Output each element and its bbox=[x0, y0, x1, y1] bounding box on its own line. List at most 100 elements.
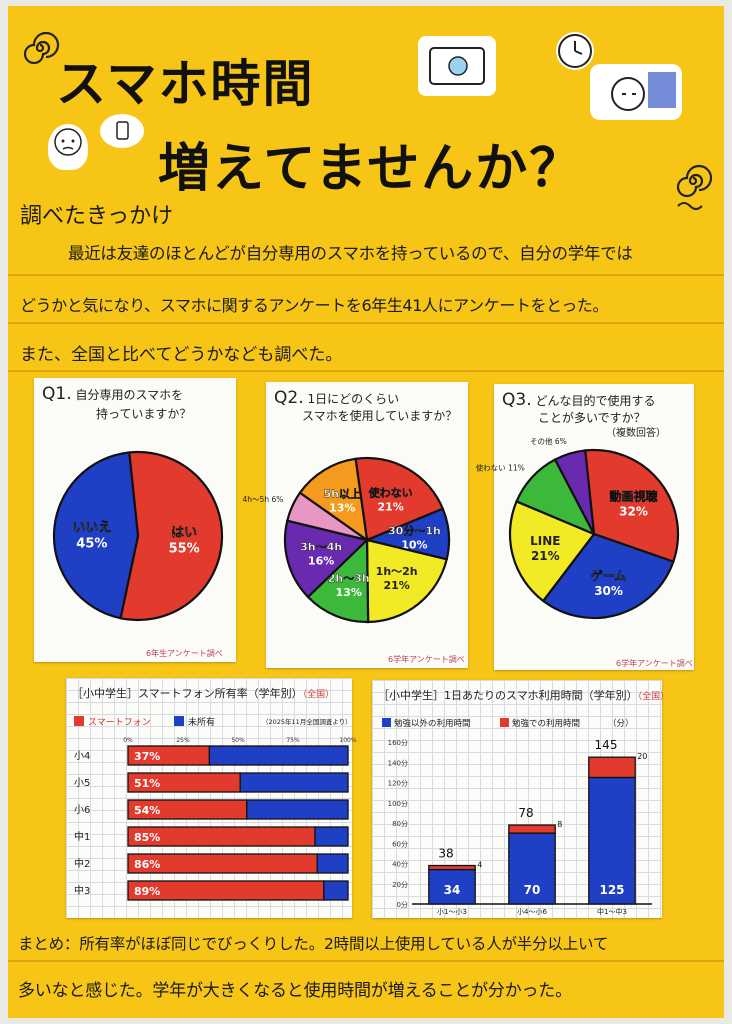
q3-slice-pct-0: 32% bbox=[619, 505, 648, 519]
q2-question-line-2: スマホを使用していますか？ bbox=[302, 409, 458, 423]
ownership-value-label: 85% bbox=[134, 831, 160, 844]
reason-line-3: また、全国と比べてどうかなども調べた。 bbox=[20, 345, 343, 365]
q2-slice-label-2: 1h〜2h bbox=[376, 565, 418, 578]
ownership-category-label: 中3 bbox=[74, 884, 90, 897]
usage-category-label: 小4〜小6 bbox=[517, 907, 547, 916]
q3-credit: 6学年アンケート調べ bbox=[616, 659, 693, 668]
usage-badge: （全国） bbox=[637, 692, 670, 702]
q1-slice-label-0: はい bbox=[171, 525, 197, 540]
q1-slice-1 bbox=[52, 451, 140, 620]
usage-y-tick-label: 80分 bbox=[392, 819, 408, 828]
q2-number: Q2. bbox=[274, 388, 304, 408]
usage-y-tick-label: 100分 bbox=[388, 799, 408, 808]
usage-top-label: 8 bbox=[557, 820, 562, 829]
ruled-line bbox=[8, 370, 724, 372]
ownership-value-label: 54% bbox=[134, 804, 160, 817]
q3-slice-label-0: 動画視聴 bbox=[609, 489, 657, 504]
usage-y-tick-label: 60分 bbox=[392, 839, 408, 848]
ownership-category-label: 中1 bbox=[74, 830, 90, 843]
q1-question-line-2: 持っていますか？ bbox=[96, 407, 192, 421]
title-line-1: スマホ時間 bbox=[56, 55, 315, 113]
q3-slice-1 bbox=[541, 532, 675, 620]
ownership-value-label: 37% bbox=[134, 750, 160, 763]
ownership-bar-1-1 bbox=[239, 772, 349, 793]
ownership-category-label: 小6 bbox=[74, 804, 90, 816]
ownership-bar-1-3 bbox=[314, 826, 349, 847]
ownership-bar-1-5 bbox=[323, 880, 349, 901]
usage-legend-0: 勉強以外の利用時間 bbox=[394, 718, 471, 729]
usage-legend-swatch-1 bbox=[500, 718, 509, 727]
q2-credit: 6学年アンケート調べ bbox=[388, 655, 465, 664]
q2-slice-label-0: 使わない bbox=[368, 486, 413, 500]
q3-slice-label-4: その他 6% bbox=[530, 436, 567, 446]
usage-total-label: 78 bbox=[518, 806, 533, 820]
q2-card: Q2. 1日にどのくらい スマホを使用していますか？ 使わない 21% 30分〜1h… bbox=[243, 382, 468, 668]
ownership-value-label: 86% bbox=[134, 858, 160, 871]
usage-bar-1-1 bbox=[508, 824, 556, 834]
usage-top-label: 4 bbox=[477, 861, 482, 870]
q3-slice-label-2: LINE bbox=[530, 534, 560, 548]
ownership-badge: （全国） bbox=[302, 690, 335, 700]
q3-question-line-2: ことが多いですか？ bbox=[538, 411, 646, 425]
q3-slice-pct-2: 21% bbox=[531, 549, 560, 563]
q3-question-line-1: どんな目的で使用する bbox=[535, 394, 656, 408]
q3-slice-label-1: ゲーム bbox=[591, 568, 627, 583]
ownership-bar-1-0 bbox=[208, 745, 349, 766]
title-line-2: 増えてませんか？ bbox=[158, 139, 584, 199]
ownership-tick-label: 75% bbox=[286, 737, 300, 744]
ruled-line bbox=[8, 274, 724, 276]
q2-slice-pct-6: 13% bbox=[329, 501, 355, 514]
usage-y-tick-label: 120分 bbox=[388, 779, 408, 788]
clock-sticker-icon bbox=[556, 32, 594, 70]
ownership-tick-label: 100% bbox=[339, 737, 356, 744]
usage-bar-0-2 bbox=[588, 776, 636, 905]
q1-slice-pct-0: 55% bbox=[169, 541, 200, 556]
ownership-legend-1: 未所有 bbox=[188, 716, 215, 728]
usage-y-tick-label: 20分 bbox=[392, 880, 408, 889]
usage-category-label: 小1〜小3 bbox=[437, 907, 467, 916]
q1-credit: 6年生アンケート調べ bbox=[146, 649, 223, 658]
q2-question-line-1: 1日にどのくらい bbox=[307, 392, 400, 406]
usage-chart-title: ［小中学生］1日あたりのスマホ利用時間（学年別） bbox=[378, 689, 638, 702]
q3-slice-pct-1: 30% bbox=[594, 584, 623, 598]
q1-slice-pct-1: 45% bbox=[76, 537, 107, 552]
ruled-line bbox=[8, 322, 724, 324]
q1-slice-0 bbox=[119, 450, 224, 622]
q2-slice-pct-3: 13% bbox=[336, 586, 362, 599]
q3-card: Q3. どんな目的で使用する ことが多いですか？ （複数回答） 動画視聴 32% ゲ… bbox=[476, 384, 694, 670]
usage-y-tick-label: 140分 bbox=[388, 758, 408, 767]
q2-slice-pct-0: 21% bbox=[377, 501, 403, 514]
ownership-category-label: 中2 bbox=[74, 857, 90, 870]
usage-y-tick-label: 0分 bbox=[397, 900, 408, 909]
reason-line-2: どうかと気になり、スマホに関するアンケートを6年生41人にアンケートをとった。 bbox=[20, 296, 609, 315]
usage-base-label: 70 bbox=[524, 883, 541, 897]
ownership-category-label: 小5 bbox=[74, 777, 90, 789]
q2-slice-0 bbox=[354, 456, 445, 542]
reason-line-1: 最近は友達のほとんどが自分専用のスマホを持っているので、自分の学年では bbox=[68, 244, 633, 263]
worried-face-sticker-icon bbox=[48, 124, 88, 170]
usage-bar-1-0 bbox=[428, 864, 476, 871]
usage-legend-1: 勉強での利用時間 bbox=[512, 718, 580, 729]
usage-y-tick-label: 40分 bbox=[392, 860, 408, 869]
reason-heading: 調べたきっかけ bbox=[20, 204, 174, 229]
ownership-tick-label: 25% bbox=[176, 737, 190, 744]
q2-slice-3 bbox=[306, 537, 370, 624]
ownership-bar-chart: スマートフォン 未所有 0% 25% 50% 75% 100% 小4 37% 小5 51% 小6 54%… bbox=[74, 716, 357, 901]
q2-slice-label-5: 4h〜5h 6% bbox=[243, 495, 284, 504]
usage-bar-chart: 勉強以外の利用時間 勉強での利用時間 （分） 0分 20分 40分 60分 80分 100分 12… bbox=[382, 718, 652, 916]
usage-total-label: 145 bbox=[595, 738, 618, 752]
q2-slice-pct-1: 10% bbox=[401, 538, 427, 551]
ownership-chart-card: ［小中学生］スマートフォン所有率（学年別）（全国） （2025年11月全国調査よ… bbox=[66, 678, 357, 918]
usage-y-tick-label: 160分 bbox=[388, 738, 408, 747]
q1-slice-label-1: いいえ bbox=[72, 521, 111, 536]
usage-bar-0-1 bbox=[508, 832, 556, 905]
speech-bubble-phone-icon bbox=[100, 114, 144, 148]
ownership-value-label: 51% bbox=[134, 777, 160, 790]
summary-line-2: 多いなと感じた。学年が大きくなると使用時間が増えることが分かった。 bbox=[18, 981, 572, 1001]
ownership-legend-swatch-0 bbox=[74, 716, 84, 726]
q3-slice-0 bbox=[584, 448, 680, 564]
ownership-tick-label: 0% bbox=[123, 737, 133, 744]
q3-slice-4 bbox=[553, 449, 596, 535]
